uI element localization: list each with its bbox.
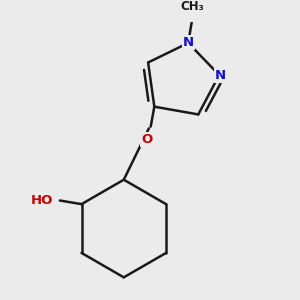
Text: HO: HO xyxy=(31,194,53,207)
Text: N: N xyxy=(214,68,226,82)
Text: O: O xyxy=(142,133,153,146)
Text: N: N xyxy=(183,36,194,50)
Text: CH₃: CH₃ xyxy=(180,0,204,13)
